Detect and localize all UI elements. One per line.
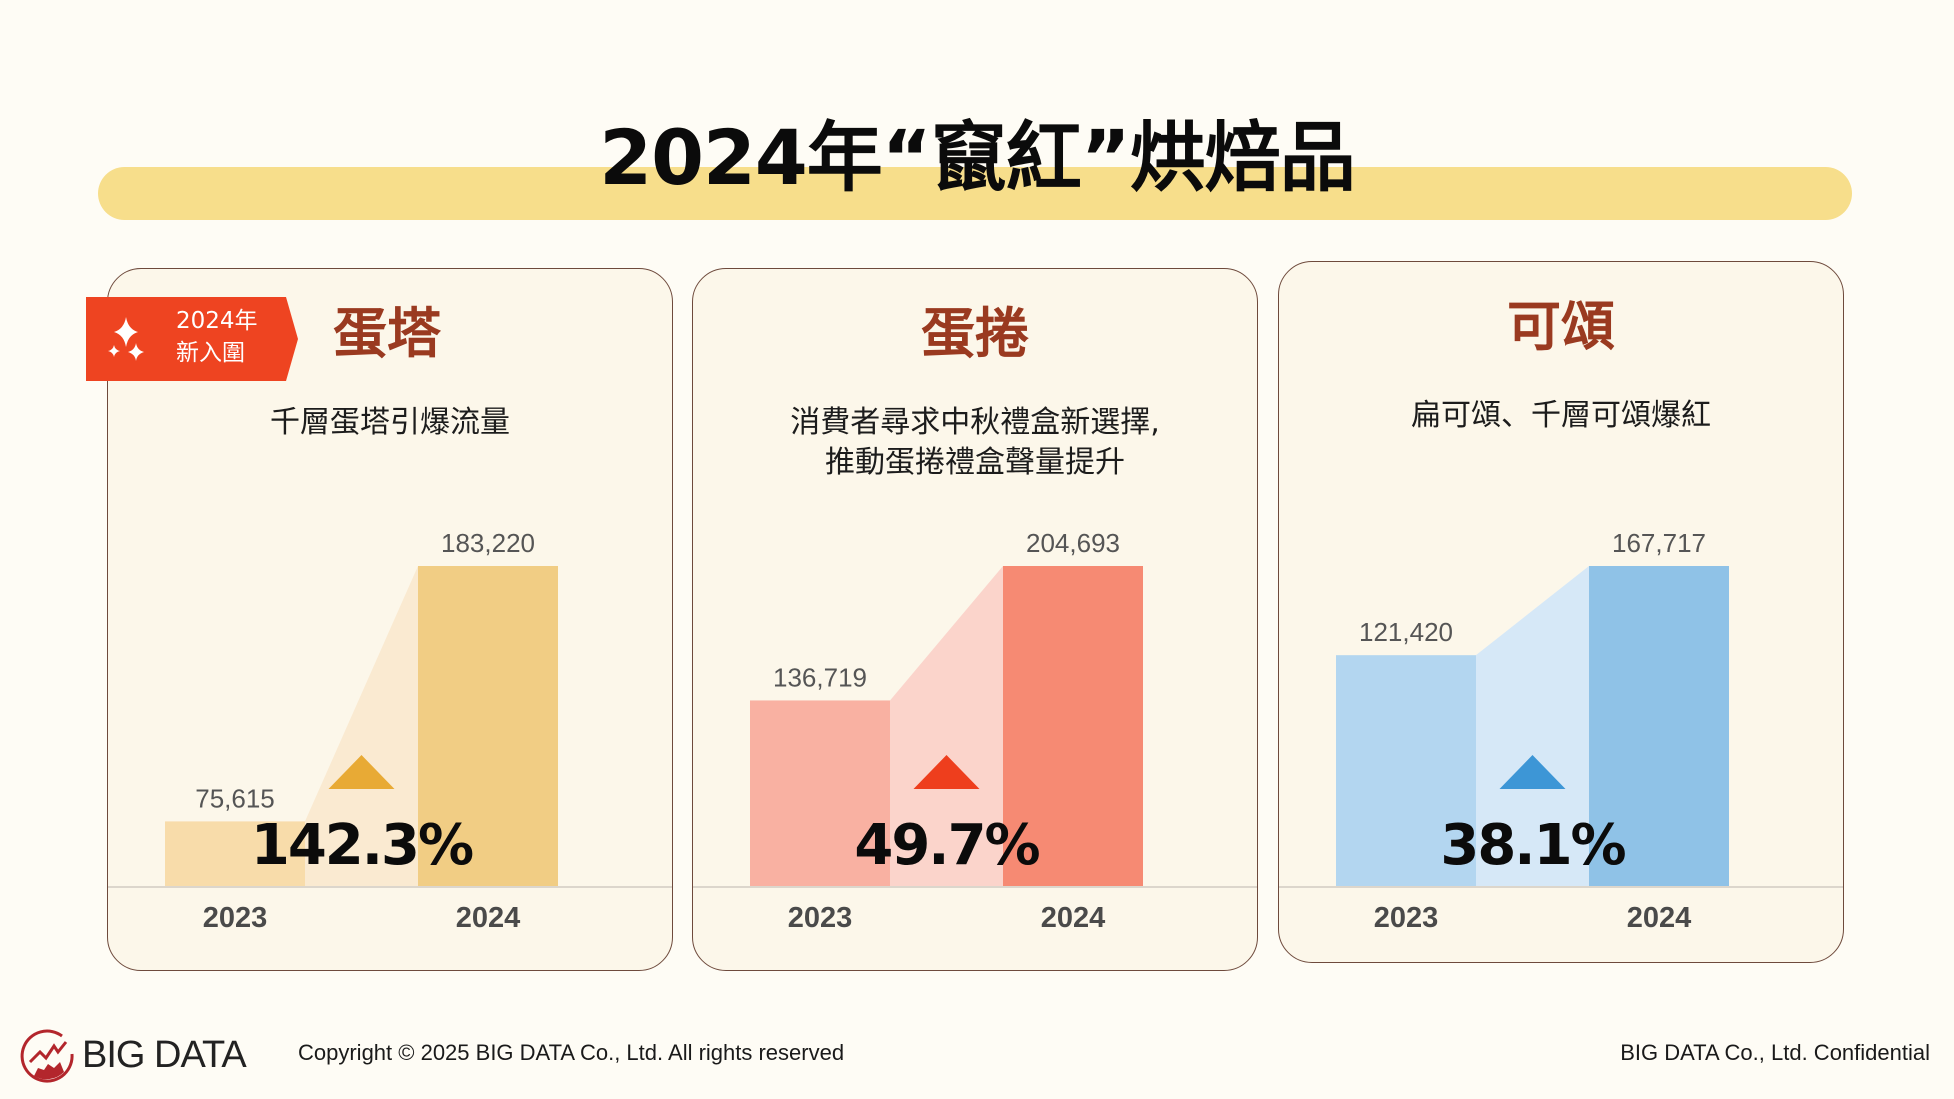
sparkle-icon: [108, 317, 144, 361]
category-label-2024: 2024: [1627, 902, 1692, 934]
increase-arrow-icon: [1499, 755, 1566, 789]
growth-band: [305, 566, 418, 886]
badge-line-1: 2024年: [176, 308, 258, 334]
confidential-text: BIG DATA Co., Ltd. Confidential: [1620, 1040, 1930, 1065]
growth-percentage: 142.3%: [251, 813, 473, 878]
bar-2023: [1336, 655, 1476, 886]
value-label-2023: 121,420: [1359, 617, 1453, 647]
growth-band: [1476, 566, 1589, 886]
card-description: 消費者尋求中秋禮盒新選擇, 推動蛋捲禮盒聲量提升: [790, 405, 1160, 480]
badge-line-2: 新入圍: [176, 340, 245, 366]
category-label-2024: 2024: [456, 902, 521, 934]
increase-arrow-icon: [328, 755, 395, 789]
chart-egg-tart: 75,615 183,220 2023 2024 142.3%: [108, 528, 672, 934]
card-description: 扁可頌、千層可頌爆紅: [1411, 398, 1711, 433]
bar-2023: [165, 821, 305, 886]
value-label-2024: 204,693: [1026, 528, 1120, 558]
card-title: 蛋塔: [333, 302, 441, 365]
category-label-2024: 2024: [1041, 902, 1106, 934]
category-label-2023: 2023: [203, 902, 268, 934]
card-title: 蛋捲: [921, 302, 1029, 365]
value-label-2024: 183,220: [441, 528, 535, 558]
title-highlight-bar: [98, 167, 1852, 220]
value-label-2024: 167,717: [1612, 528, 1706, 558]
card-title: 可頌: [1507, 295, 1615, 358]
increase-arrow-icon: [913, 755, 980, 789]
card-egg-roll: 蛋捲 消費者尋求中秋禮盒新選擇, 推動蛋捲禮盒聲量提升 136,719 204,6…: [692, 268, 1258, 971]
growth-percentage: 38.1%: [1440, 813, 1625, 878]
category-label-2023: 2023: [1374, 902, 1439, 934]
page-title: 2024年“竄紅”烘焙品: [599, 113, 1355, 202]
growth-percentage: 49.7%: [854, 813, 1039, 878]
growth-band: [890, 566, 1003, 886]
logo-text: BIG DATA: [82, 1033, 247, 1076]
card-croissant: 可頌 扁可頌、千層可頌爆紅 121,420 167,717 2023 2024 38.1…: [1278, 261, 1844, 963]
copyright-text: Copyright © 2025 BIG DATA Co., Ltd. All …: [298, 1040, 845, 1065]
new-entry-badge: 2024年 新入圍: [86, 297, 298, 381]
value-label-2023: 136,719: [773, 662, 867, 692]
big-data-logo-icon: [20, 1029, 74, 1083]
bar-2023: [750, 700, 890, 886]
bar-2024: [1589, 566, 1729, 886]
bar-2024: [1003, 566, 1143, 886]
category-label-2023: 2023: [788, 902, 853, 934]
bar-2024: [418, 566, 558, 886]
card-egg-tart: 蛋塔 千層蛋塔引爆流量 75,615 183,220 2023 2024 142.3%: [107, 268, 673, 971]
value-label-2023: 75,615: [195, 783, 275, 813]
company-logo: BIG DATA: [18, 1026, 247, 1084]
card-description: 千層蛋塔引爆流量: [270, 405, 510, 440]
